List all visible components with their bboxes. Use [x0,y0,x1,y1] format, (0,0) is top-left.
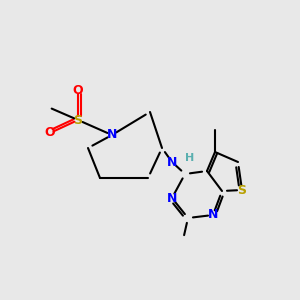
Text: O: O [45,127,55,140]
Text: H: H [185,153,195,163]
Text: N: N [107,128,117,142]
Text: N: N [167,155,177,169]
Text: N: N [208,208,218,221]
Text: S: S [238,184,247,196]
Text: S: S [74,113,82,127]
Text: O: O [73,83,83,97]
Text: N: N [167,191,177,205]
